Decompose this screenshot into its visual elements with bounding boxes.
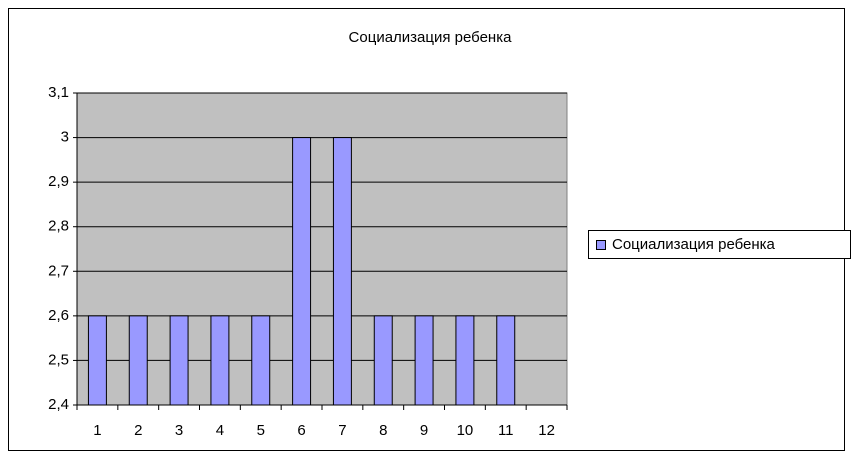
x-tick-label: 1 <box>93 422 101 439</box>
legend-box <box>588 230 851 259</box>
y-tick-label: 2,7 <box>48 262 69 279</box>
legend-swatch <box>596 240 606 250</box>
bar <box>251 315 271 406</box>
bar <box>373 315 393 406</box>
x-tick-label: 8 <box>379 422 387 439</box>
bar <box>455 315 475 406</box>
y-tick-label: 3 <box>61 129 69 146</box>
x-tick-label: 10 <box>457 422 474 439</box>
bar <box>210 315 230 406</box>
bar <box>169 315 189 406</box>
y-tick-label: 2,5 <box>48 351 69 368</box>
x-tick-label: 3 <box>175 422 183 439</box>
x-tick-label: 12 <box>538 422 555 439</box>
legend-label: Социализация ребенка <box>612 236 776 253</box>
plot-area <box>76 92 568 406</box>
x-tick-label: 2 <box>134 422 142 439</box>
bar <box>128 315 148 406</box>
x-tick-label: 4 <box>216 422 224 439</box>
y-tick-label: 3,1 <box>48 84 69 101</box>
bar <box>292 137 312 406</box>
bar <box>87 315 107 406</box>
x-tick-label: 5 <box>257 422 265 439</box>
x-tick-label: 6 <box>297 422 305 439</box>
bar <box>414 315 434 406</box>
y-tick-label: 2,9 <box>48 173 69 190</box>
y-tick-label: 2,6 <box>48 307 69 324</box>
bar <box>496 315 516 406</box>
bar <box>332 137 352 406</box>
x-tick-label: 7 <box>338 422 346 439</box>
x-tick-label: 11 <box>498 422 514 439</box>
y-tick-label: 2,4 <box>48 396 69 413</box>
x-tick-label: 9 <box>420 422 428 439</box>
y-tick-label: 2,8 <box>48 218 69 235</box>
chart-title: Социализация ребенка <box>349 29 513 46</box>
